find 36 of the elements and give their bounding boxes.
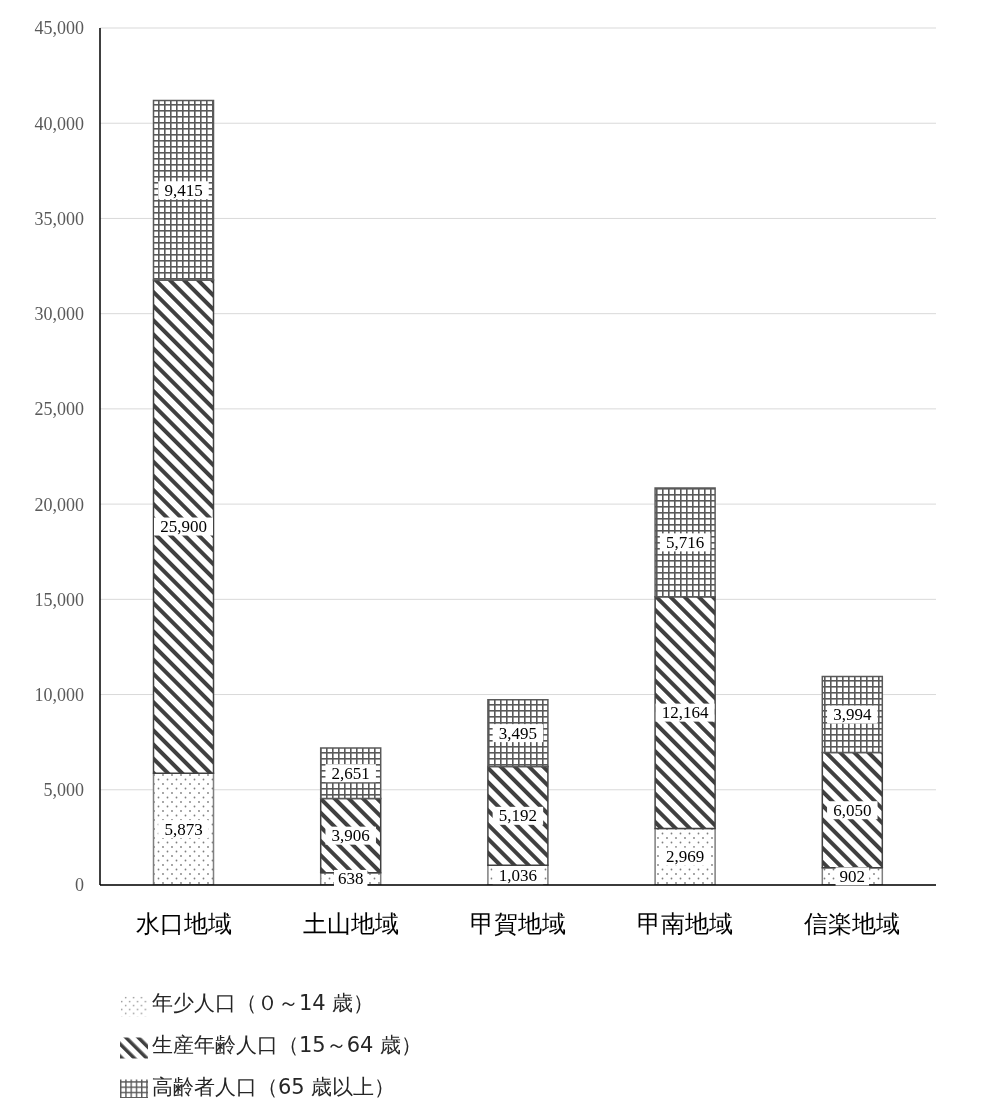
y-tick-label: 5,000 — [43, 780, 84, 801]
data-label: 12,164 — [661, 703, 709, 723]
bar — [152, 279, 215, 774]
y-tick-label: 35,000 — [34, 208, 84, 229]
legend-label: 高齢者人口（65 歳以上） — [152, 1074, 397, 1098]
data-label: 902 — [839, 866, 866, 886]
data-label: 3,994 — [833, 705, 872, 725]
x-tick-label: 甲南地域 — [637, 910, 734, 939]
data-label: 3,906 — [331, 826, 370, 846]
x-tick-label: 水口地域 — [135, 910, 232, 939]
data-label: 6,050 — [833, 800, 872, 820]
y-tick-label: 25,000 — [34, 399, 84, 420]
bar — [152, 99, 215, 281]
y-tick-label: 15,000 — [34, 589, 84, 610]
data-label: 3,495 — [498, 723, 538, 743]
y-tick-label: 20,000 — [34, 494, 84, 515]
y-tick-label: 30,000 — [34, 304, 84, 325]
y-tick-label: 0 — [75, 875, 84, 896]
bar — [654, 487, 716, 598]
legend-label: 年少人口（０～14 歳） — [152, 990, 376, 1017]
data-label: 9,415 — [164, 180, 203, 200]
data-label: 1,036 — [498, 865, 538, 885]
y-tick-label: 40,000 — [34, 113, 84, 134]
y-tick-label: 10,000 — [34, 684, 84, 705]
data-label: 5,192 — [498, 806, 538, 826]
x-tick-label: 甲賀地域 — [470, 910, 566, 939]
data-label: 5,716 — [665, 532, 705, 552]
data-label: 2,969 — [665, 847, 705, 867]
bar — [654, 596, 716, 830]
data-label: 2,651 — [331, 763, 370, 783]
x-tick-label: 信楽地域 — [804, 910, 901, 939]
data-label: 5,873 — [164, 819, 203, 839]
y-tick-label: 45,000 — [34, 18, 84, 39]
data-label: 25,900 — [160, 517, 207, 537]
legend-label: 生産年齢人口（15～64 歳） — [152, 1032, 424, 1059]
x-tick-label: 土山地域 — [302, 910, 399, 939]
